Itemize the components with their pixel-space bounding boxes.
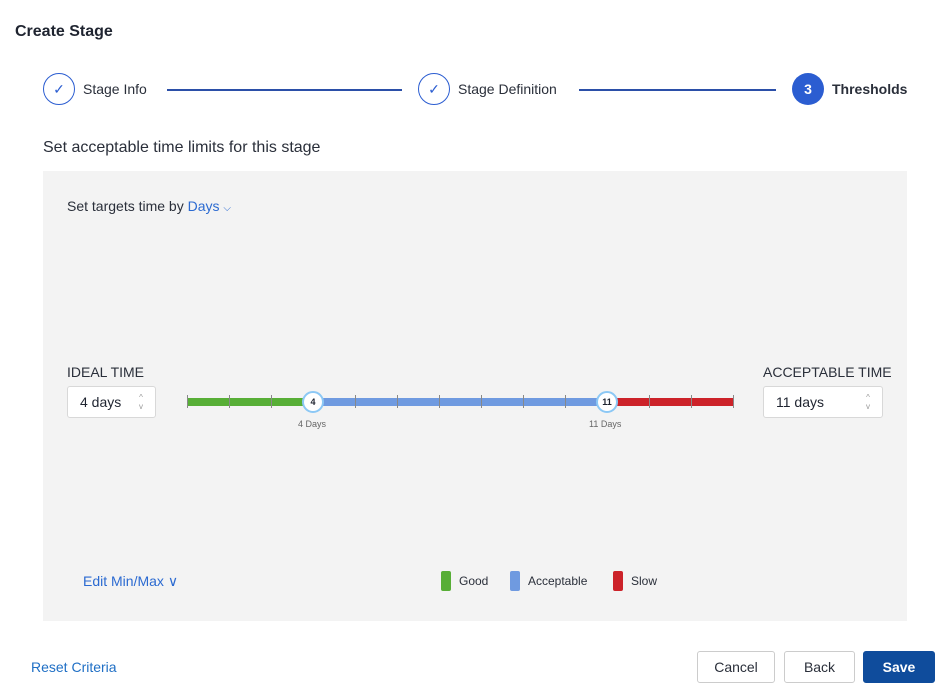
targets-label: Set targets time by Days ⌵ (67, 198, 231, 214)
back-button[interactable]: Back (784, 651, 855, 683)
legend-swatch-good (441, 571, 451, 591)
step-connector (579, 89, 776, 91)
acceptable-thumb[interactable]: 11 (596, 391, 618, 413)
step-1-check-icon: ✓ (43, 73, 75, 105)
save-button[interactable]: Save (863, 651, 935, 683)
edit-minmax-label: Edit Min/Max (83, 573, 164, 589)
track-slow (607, 398, 733, 406)
cancel-button[interactable]: Cancel (697, 651, 775, 683)
ideal-time-label: IDEAL TIME (67, 364, 145, 380)
chevron-down-icon: ⌵ (223, 203, 231, 214)
slider-tick (271, 395, 272, 408)
slider-tick (691, 395, 692, 408)
step-connector (167, 89, 402, 91)
reset-criteria-link[interactable]: Reset Criteria (31, 659, 117, 675)
step-3-label: Thresholds (832, 81, 908, 97)
chevron-down-icon: ∨ (167, 573, 179, 589)
unit-value: Days (187, 198, 220, 214)
legend-acceptable: Acceptable (528, 574, 588, 588)
ideal-time-input[interactable]: 4 days ^ v (67, 386, 156, 418)
ideal-time-value: 4 days (80, 394, 122, 410)
targets-prefix: Set targets time by (67, 198, 184, 214)
acceptable-time-value: 11 days (776, 394, 824, 410)
legend-swatch-slow (613, 571, 623, 591)
legend-good: Good (459, 574, 489, 588)
slider-tick (229, 395, 230, 408)
slider-tick (397, 395, 398, 408)
slider-tick (187, 395, 188, 408)
unit-dropdown[interactable]: Days ⌵ (188, 198, 231, 214)
slider-tick (439, 395, 440, 408)
track-acceptable (313, 398, 607, 406)
ideal-caption: 4 Days (298, 419, 327, 429)
stepper-icon[interactable]: ^ v (866, 393, 870, 411)
legend-swatch-acceptable (510, 571, 520, 591)
step-3-number: 3 (792, 73, 824, 105)
edit-minmax-link[interactable]: Edit Min/Max ∨ (83, 573, 178, 590)
section-subtitle: Set acceptable time limits for this stag… (43, 139, 321, 156)
acceptable-caption: 11 Days (589, 419, 622, 429)
step-2-check-icon: ✓ (418, 73, 450, 105)
slider-tick (523, 395, 524, 408)
track-good (187, 398, 313, 406)
step-1-label: Stage Info (83, 81, 147, 97)
acceptable-time-label: ACCEPTABLE TIME (763, 364, 892, 380)
stepper-icon[interactable]: ^ v (139, 393, 143, 411)
slider-tick (649, 395, 650, 408)
acceptable-time-input[interactable]: 11 days ^ v (763, 386, 883, 418)
legend-slow: Slow (631, 574, 658, 588)
step-2-label: Stage Definition (458, 81, 557, 97)
ideal-thumb[interactable]: 4 (302, 391, 324, 413)
page-title: Create Stage (15, 23, 113, 40)
slider-tick (565, 395, 566, 408)
slider-tick (481, 395, 482, 408)
slider-tick (733, 395, 734, 408)
slider-tick (355, 395, 356, 408)
